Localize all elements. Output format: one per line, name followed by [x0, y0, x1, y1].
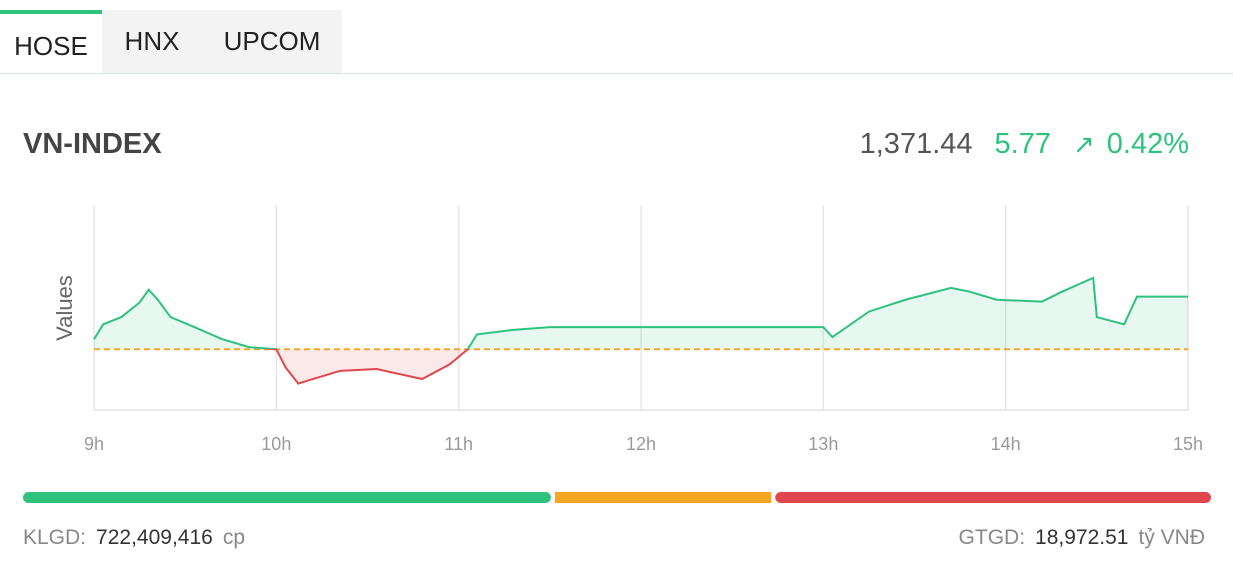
y-axis-label: Values	[52, 275, 77, 341]
index-percent-group: ↗ 0.42%	[1073, 128, 1189, 162]
tab[interactable]: HNX	[124, 26, 180, 56]
x-tick-label: 15h	[1173, 434, 1203, 454]
volume-label: KLGD:	[23, 526, 87, 549]
tab-bar: HOSE HNX UPCOM	[0, 10, 1233, 74]
index-percent: 0.42%	[1106, 128, 1189, 160]
area-fill	[94, 277, 1188, 384]
tab[interactable]: HOSE	[0, 10, 102, 73]
value-row: GTGD: 18,972.51 tỷ VNĐ	[959, 526, 1205, 550]
chart: Values 9h 10h 11h 12h 13h 14h 15h	[23, 205, 1211, 503]
x-tick-label: 13h	[808, 434, 838, 454]
index-arrow: ↗	[1072, 130, 1095, 160]
value-label: GTGD:	[958, 526, 1026, 549]
value-unit: tỷ VNĐ	[1138, 526, 1205, 549]
breadth-segment	[775, 492, 1211, 503]
volume-unit: cp	[222, 526, 246, 549]
x-tick-label: 9h	[84, 434, 104, 454]
index-value: 1,371.44	[859, 128, 973, 160]
breadth-segment	[23, 492, 551, 503]
x-tick-label: 11h	[444, 434, 473, 454]
x-tick-label: 10h	[261, 434, 291, 454]
tab[interactable]: UPCOM	[223, 26, 321, 56]
index-line	[93, 276, 1188, 385]
index-change: 5.77	[994, 128, 1051, 160]
volume-row: KLGD: 722,409,416 cp	[23, 526, 245, 550]
volume-value: 722,409,416	[96, 526, 213, 549]
breadth-segment	[554, 492, 772, 503]
x-tick-label: 12h	[626, 434, 656, 454]
index-name: VN-INDEX	[23, 128, 162, 160]
x-tick-label: 14h	[991, 434, 1021, 454]
index-quote: 1,371.44 5.77 ↗ 0.42%	[860, 128, 1189, 162]
tab-background	[102, 10, 342, 73]
trade-value: 18,972.51	[1035, 526, 1129, 549]
